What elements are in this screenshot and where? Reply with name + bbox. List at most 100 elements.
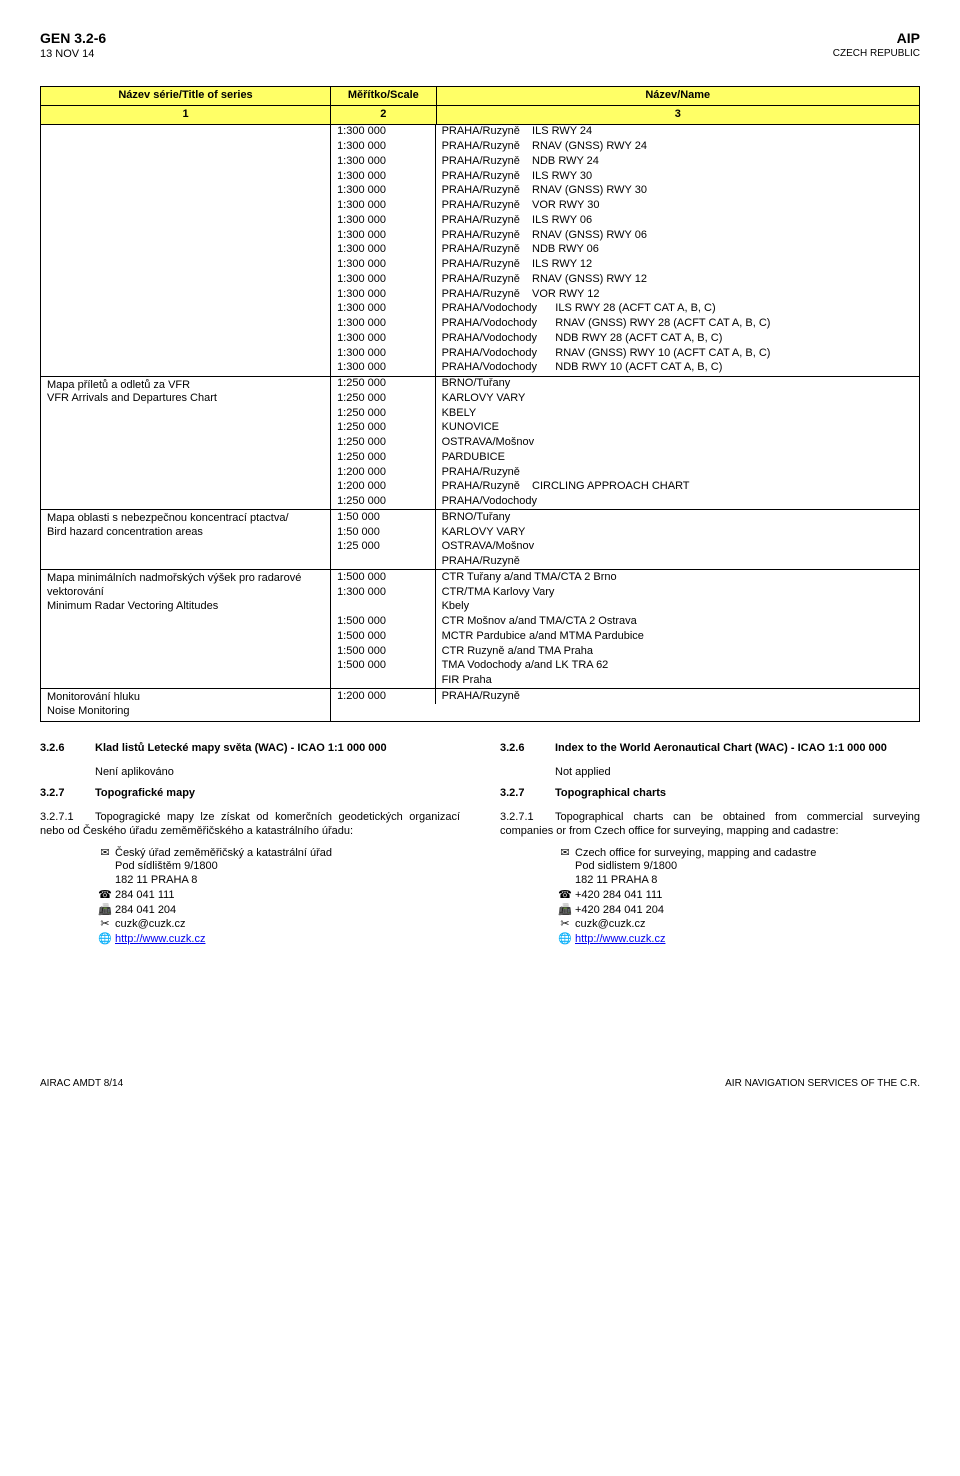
series-title-line: VFR Arrivals and Departures Chart (47, 392, 324, 406)
series-data-row: 1:300 000PRAHA/Ruzyně ILS RWY 24 (331, 125, 919, 140)
scale-value: 1:250 000 (331, 391, 435, 406)
name-value: PRAHA/Ruzyně (435, 689, 919, 704)
name-value: Kbely (435, 600, 919, 615)
scale-value: 1:300 000 (331, 169, 435, 184)
section-title: Index to the World Aeronautical Chart (W… (555, 742, 887, 756)
table-header-row: Název série/Title of series Měřítko/Scal… (41, 87, 920, 106)
scale-value: 1:500 000 (331, 629, 435, 644)
address-block-right: ✉ Czech office for surveying, mapping an… (555, 847, 920, 947)
doc-date: 13 NOV 14 (40, 48, 106, 62)
scale-value: 1:500 000 (331, 570, 435, 585)
email-value: cuzk@cuzk.cz (115, 918, 185, 932)
scale-value: 1:25 000 (331, 540, 435, 555)
scale-value: 1:300 000 (331, 302, 435, 317)
email-icon: ✂ (95, 918, 115, 932)
series-data-row: 1:200 000PRAHA/Ruzyně (331, 689, 919, 704)
scale-value: 1:300 000 (331, 140, 435, 155)
scale-value: 1:200 000 (331, 689, 435, 704)
section-num: 3.2.7.1 (40, 811, 95, 825)
mail-icon: ✉ (95, 847, 115, 861)
series-data-row: 1:300 000PRAHA/Ruzyně ILS RWY 30 (331, 169, 919, 184)
address-line: Pod sidlistem 9/1800 (575, 860, 816, 874)
series-title-line: Minimum Radar Vectoring Altitudes (47, 600, 324, 614)
section-num: 3.2.7 (500, 787, 555, 801)
scale-value: 1:300 000 (331, 184, 435, 199)
scale-value: 1:500 000 (331, 659, 435, 674)
section-3271-left: 3.2.7.1Topogragické mapy lze získat od k… (40, 811, 460, 839)
section-num: 3.2.6 (500, 742, 555, 756)
web-link[interactable]: http://www.cuzk.cz (575, 933, 665, 947)
series-data-row: 1:500 000CTR Mošnov a/and TMA/CTA 2 Ostr… (331, 615, 919, 630)
scale-value (331, 674, 435, 689)
name-value: BRNO/Tuřany (435, 377, 919, 392)
series-data-row: PRAHA/Ruzyně (331, 555, 919, 570)
series-data-row: 1:300 000PRAHA/Ruzyně ILS RWY 06 (331, 213, 919, 228)
col-header-scale: Měřítko/Scale (331, 87, 436, 106)
series-data-row: 1:300 000PRAHA/Vodochody RNAV (GNSS) RWY… (331, 317, 919, 332)
series-title-line: Mapa příletů a odletů za VFR (47, 379, 324, 393)
series-data-row: 1:200 000PRAHA/Ruzyně (331, 465, 919, 480)
series-data-row: 1:300 000PRAHA/Vodochody NDB RWY 10 (ACF… (331, 361, 919, 376)
web-link[interactable]: http://www.cuzk.cz (115, 933, 205, 947)
series-data-row: 1:300 000PRAHA/Ruzyně NDB RWY 06 (331, 243, 919, 258)
col-header-name: Název/Name (436, 87, 919, 106)
scale-value: 1:300 000 (331, 243, 435, 258)
series-data-row: 1:250 000PARDUBICE (331, 450, 919, 465)
table-row: Mapa příletů a odletů za VFRVFR Arrivals… (41, 376, 920, 510)
fax-icon: 📠 (555, 904, 575, 918)
section-326-right: 3.2.6 Index to the World Aeronautical Ch… (500, 742, 920, 756)
series-data-row: FIR Praha (331, 674, 919, 689)
fax-icon: 📠 (95, 904, 115, 918)
name-value: PRAHA/Ruzyně CIRCLING APPROACH CHART (435, 480, 919, 495)
name-value: PRAHA/Ruzyně RNAV (GNSS) RWY 24 (435, 140, 919, 155)
section-num: 3.2.6 (40, 742, 95, 756)
table-header-numrow: 1 2 3 (41, 106, 920, 125)
scale-value: 1:50 000 (331, 510, 435, 525)
series-data-row: 1:500 000TMA Vodochody a/and LK TRA 62 (331, 659, 919, 674)
series-data-row: 1:25 000OSTRAVA/Mošnov (331, 540, 919, 555)
scale-value: 1:500 000 (331, 644, 435, 659)
col-num-3: 3 (436, 106, 919, 125)
series-data-row: 1:500 000MCTR Pardubice a/and MTMA Pardu… (331, 629, 919, 644)
section-title: Topographical charts (555, 787, 666, 801)
series-data-row: 1:50 000BRNO/Tuřany (331, 510, 919, 525)
name-value: CTR Tuřany a/and TMA/CTA 2 Brno (435, 570, 919, 585)
phone-icon: ☎ (95, 889, 115, 903)
address-lines: Český úřad zeměměřičský a katastrální úř… (115, 847, 332, 888)
series-data-row: 1:250 000KUNOVICE (331, 421, 919, 436)
page-footer: AIRAC AMDT 8/14 AIR NAVIGATION SERVICES … (40, 1078, 920, 1091)
doc-id: GEN 3.2-6 (40, 30, 106, 48)
section-326-left: 3.2.6 Klad listů Letecké mapy světa (WAC… (40, 742, 460, 756)
scale-value: 1:300 000 (331, 213, 435, 228)
table-row: Mapa minimálních nadmořských výšek pro r… (41, 570, 920, 689)
name-value: PRAHA/Ruzyně NDB RWY 24 (435, 154, 919, 169)
phone-icon: ☎ (555, 889, 575, 903)
series-data-row: 1:250 000PRAHA/Vodochody (331, 495, 919, 510)
scale-value: 1:300 000 (331, 199, 435, 214)
scale-value: 1:250 000 (331, 436, 435, 451)
scale-value: 1:250 000 (331, 495, 435, 510)
aip-label: AIP (833, 30, 920, 48)
sections-wrapper: 3.2.6 Klad listů Letecké mapy světa (WAC… (40, 742, 920, 948)
series-data-row: 1:300 000PRAHA/Ruzyně NDB RWY 24 (331, 154, 919, 169)
name-value: PRAHA/Vodochody (435, 495, 919, 510)
section-326-body-left: Není aplikováno (95, 766, 460, 780)
address-line: 182 11 PRAHA 8 (575, 874, 816, 888)
series-data-row: 1:300 000CTR/TMA Karlovy Vary (331, 585, 919, 600)
scale-value: 1:300 000 (331, 585, 435, 600)
table-row: Monitorování hlukuNoise Monitoring1:200 … (41, 689, 920, 722)
globe-icon: 🌐 (555, 933, 575, 947)
name-value: PRAHA/Ruzyně RNAV (GNSS) RWY 06 (435, 228, 919, 243)
section-title: Klad listů Letecké mapy světa (WAC) - IC… (95, 742, 387, 756)
series-data-cell: 1:200 000PRAHA/Ruzyně (331, 689, 920, 722)
name-value: BRNO/Tuřany (435, 510, 919, 525)
name-value: PRAHA/Ruzyně ILS RWY 24 (435, 125, 919, 140)
series-title-cell: Mapa oblasti s nebezpečnou koncentrací p… (41, 510, 331, 570)
name-value: PRAHA/Vodochody NDB RWY 28 (ACFT CAT A, … (435, 331, 919, 346)
name-value: PRAHA/Vodochody RNAV (GNSS) RWY 10 (ACFT… (435, 346, 919, 361)
series-data-row: 1:200 000PRAHA/Ruzyně CIRCLING APPROACH … (331, 480, 919, 495)
name-value: PRAHA/Ruzyně (435, 555, 919, 570)
scale-value: 1:200 000 (331, 480, 435, 495)
footer-right: AIR NAVIGATION SERVICES OF THE C.R. (725, 1078, 920, 1091)
name-value: TMA Vodochody a/and LK TRA 62 (435, 659, 919, 674)
